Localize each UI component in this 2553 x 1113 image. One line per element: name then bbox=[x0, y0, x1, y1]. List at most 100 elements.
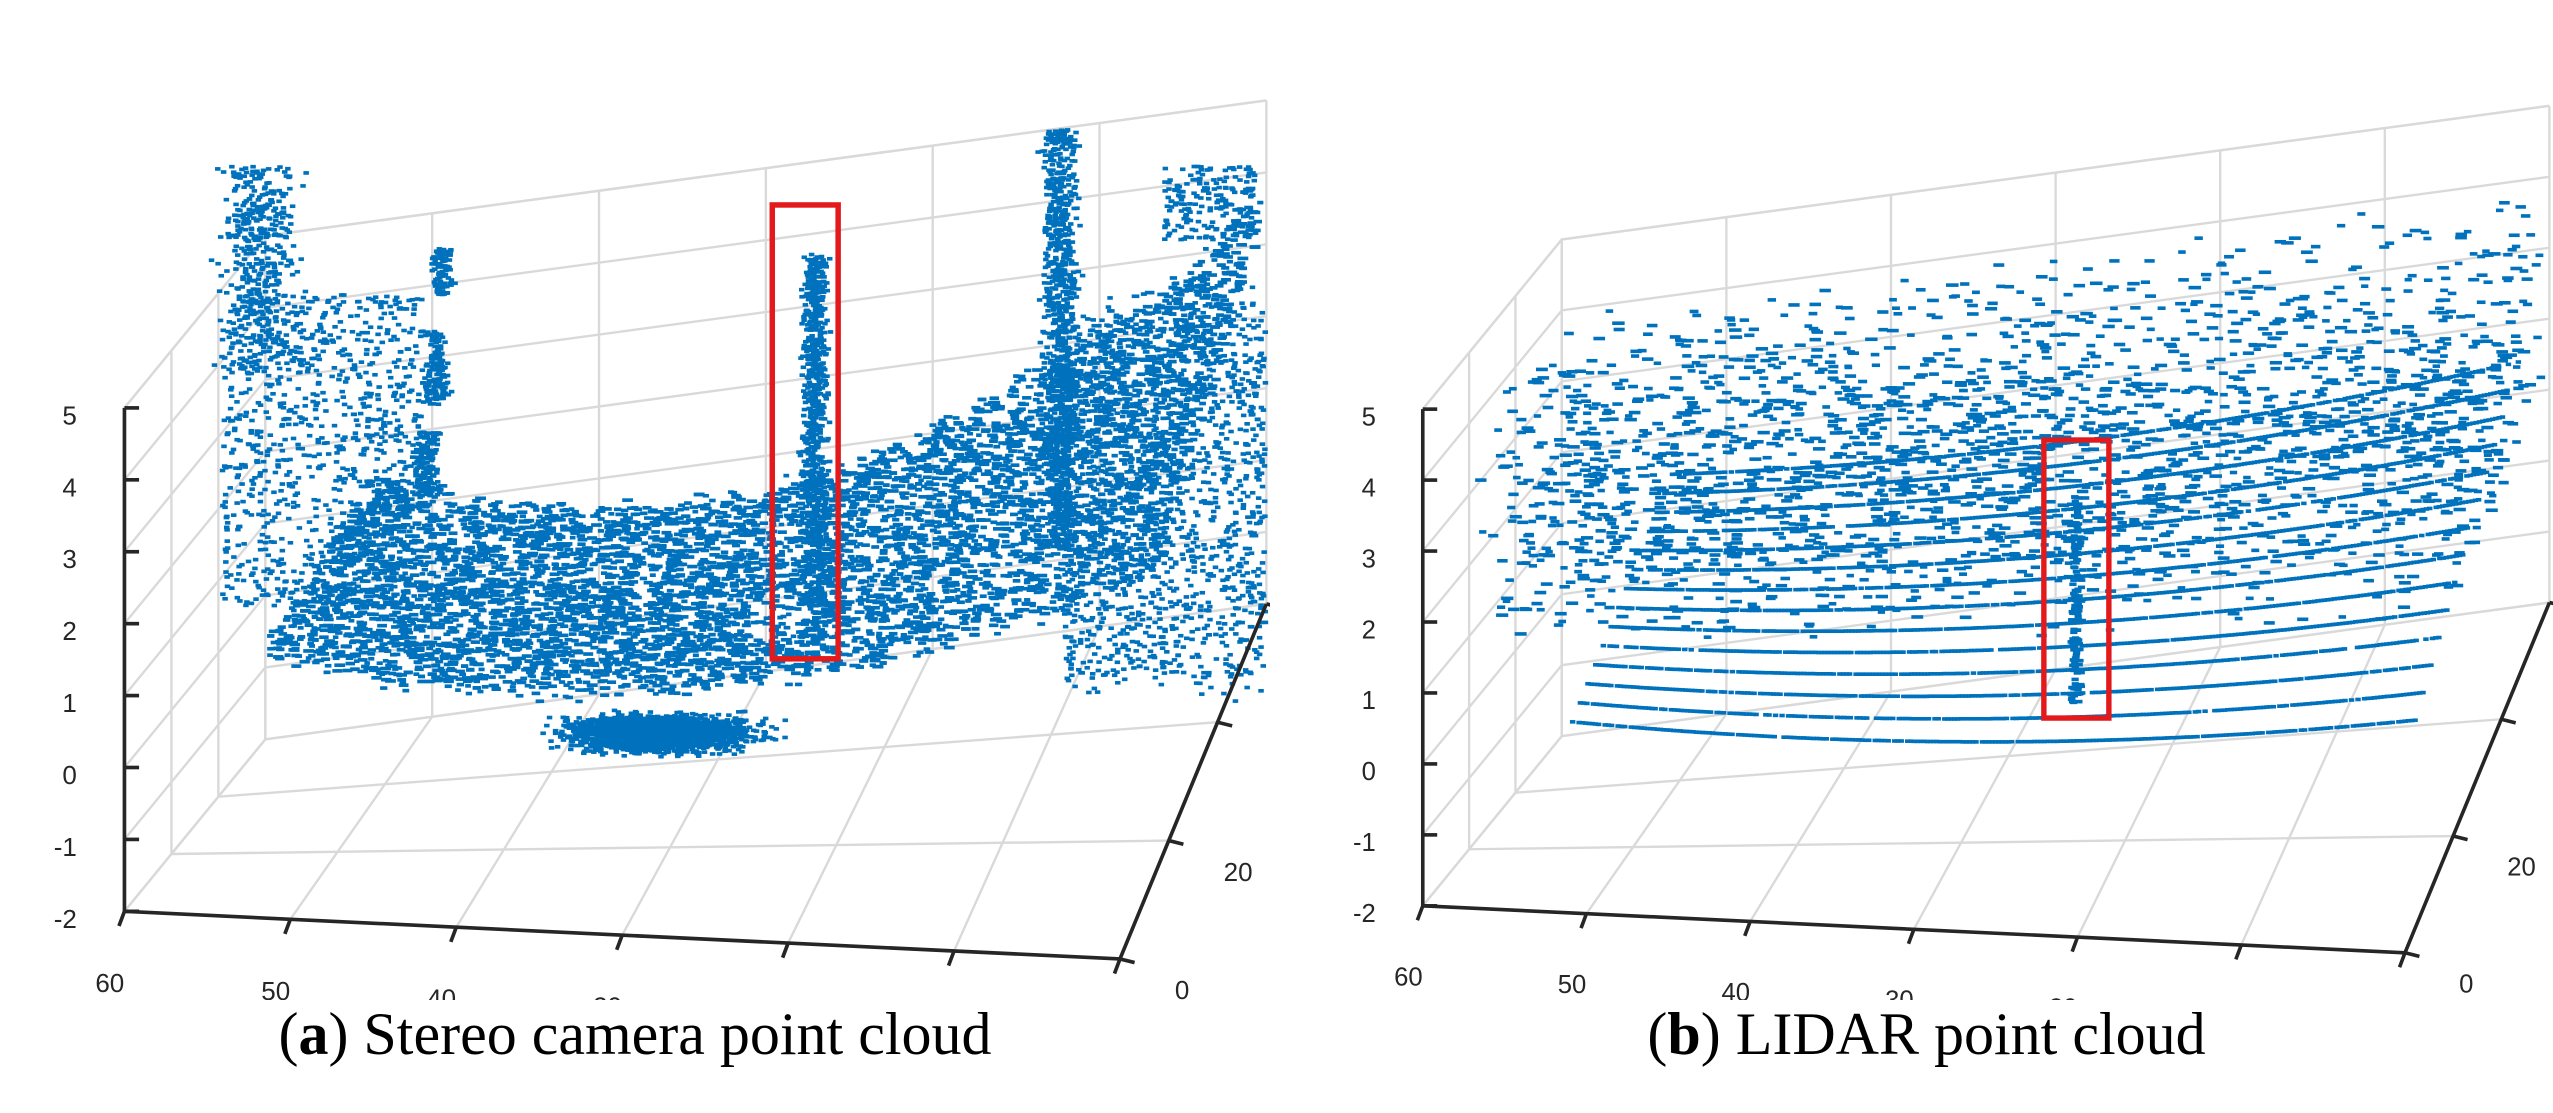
point bbox=[1024, 578, 1031, 583]
point bbox=[718, 674, 725, 679]
point bbox=[1173, 378, 1185, 383]
point bbox=[902, 604, 914, 609]
point bbox=[864, 643, 875, 648]
point bbox=[668, 511, 678, 515]
point bbox=[1149, 423, 1157, 428]
point bbox=[708, 665, 715, 669]
point bbox=[1018, 472, 1029, 476]
point bbox=[948, 516, 960, 521]
point bbox=[425, 615, 432, 620]
point bbox=[603, 621, 615, 625]
point bbox=[1016, 456, 1026, 461]
point bbox=[600, 673, 608, 677]
point bbox=[919, 610, 925, 615]
point bbox=[1032, 609, 1042, 614]
point bbox=[1022, 396, 1032, 400]
point bbox=[990, 520, 998, 525]
point bbox=[719, 584, 726, 589]
point bbox=[492, 505, 499, 510]
point bbox=[1003, 456, 1010, 461]
point bbox=[750, 561, 756, 565]
point bbox=[707, 627, 714, 631]
point bbox=[472, 616, 479, 621]
point bbox=[803, 504, 810, 509]
point bbox=[1061, 589, 1069, 594]
point bbox=[1032, 368, 1043, 372]
point bbox=[926, 622, 934, 626]
point bbox=[424, 527, 435, 532]
point bbox=[378, 527, 389, 531]
point bbox=[1094, 399, 1104, 404]
point bbox=[1036, 515, 1046, 520]
point bbox=[826, 484, 836, 489]
point bbox=[778, 522, 785, 527]
point bbox=[908, 469, 915, 473]
point bbox=[1139, 528, 1148, 533]
point bbox=[1253, 219, 1263, 224]
point bbox=[944, 514, 951, 518]
point bbox=[1192, 301, 1198, 305]
point bbox=[1146, 519, 1153, 523]
point bbox=[726, 648, 734, 653]
point bbox=[385, 663, 392, 668]
point bbox=[354, 526, 365, 531]
point bbox=[362, 634, 372, 638]
point bbox=[715, 620, 726, 624]
point bbox=[406, 583, 418, 588]
point bbox=[615, 609, 626, 614]
point bbox=[788, 539, 799, 544]
point bbox=[675, 608, 682, 612]
point bbox=[1137, 434, 1144, 439]
point bbox=[758, 674, 768, 679]
point bbox=[1083, 557, 1095, 561]
point bbox=[1078, 575, 1086, 579]
point bbox=[598, 636, 608, 641]
point bbox=[487, 527, 497, 531]
point bbox=[1011, 449, 1018, 453]
point bbox=[522, 614, 531, 619]
point bbox=[686, 528, 695, 533]
point bbox=[1093, 415, 1104, 419]
point bbox=[416, 538, 424, 543]
point bbox=[941, 458, 948, 463]
point bbox=[765, 643, 772, 647]
point bbox=[683, 636, 691, 641]
point bbox=[519, 621, 531, 626]
point bbox=[560, 513, 568, 518]
point bbox=[1117, 349, 1127, 354]
point bbox=[1142, 471, 1151, 476]
point bbox=[909, 501, 916, 506]
point bbox=[891, 583, 901, 588]
point bbox=[759, 563, 769, 568]
point bbox=[893, 608, 900, 613]
point bbox=[1035, 528, 1043, 532]
point bbox=[683, 544, 693, 549]
point bbox=[659, 678, 667, 683]
point bbox=[860, 512, 869, 516]
point bbox=[536, 626, 543, 631]
point bbox=[989, 500, 1001, 504]
point bbox=[416, 526, 425, 531]
point bbox=[1043, 412, 1051, 416]
point bbox=[786, 588, 797, 592]
point bbox=[346, 611, 354, 615]
point bbox=[363, 528, 370, 533]
point bbox=[598, 648, 606, 653]
point bbox=[1229, 272, 1239, 277]
point bbox=[1007, 552, 1015, 557]
point bbox=[828, 602, 839, 607]
point bbox=[632, 556, 638, 561]
point bbox=[825, 560, 832, 565]
point bbox=[430, 640, 438, 645]
point bbox=[756, 668, 768, 673]
point bbox=[321, 610, 330, 615]
point bbox=[1140, 292, 1147, 296]
point bbox=[447, 504, 456, 508]
point bbox=[762, 545, 768, 550]
point bbox=[688, 621, 699, 626]
point bbox=[935, 470, 942, 475]
point bbox=[948, 495, 957, 500]
point bbox=[1175, 499, 1182, 503]
point bbox=[652, 683, 663, 688]
point bbox=[785, 612, 792, 617]
